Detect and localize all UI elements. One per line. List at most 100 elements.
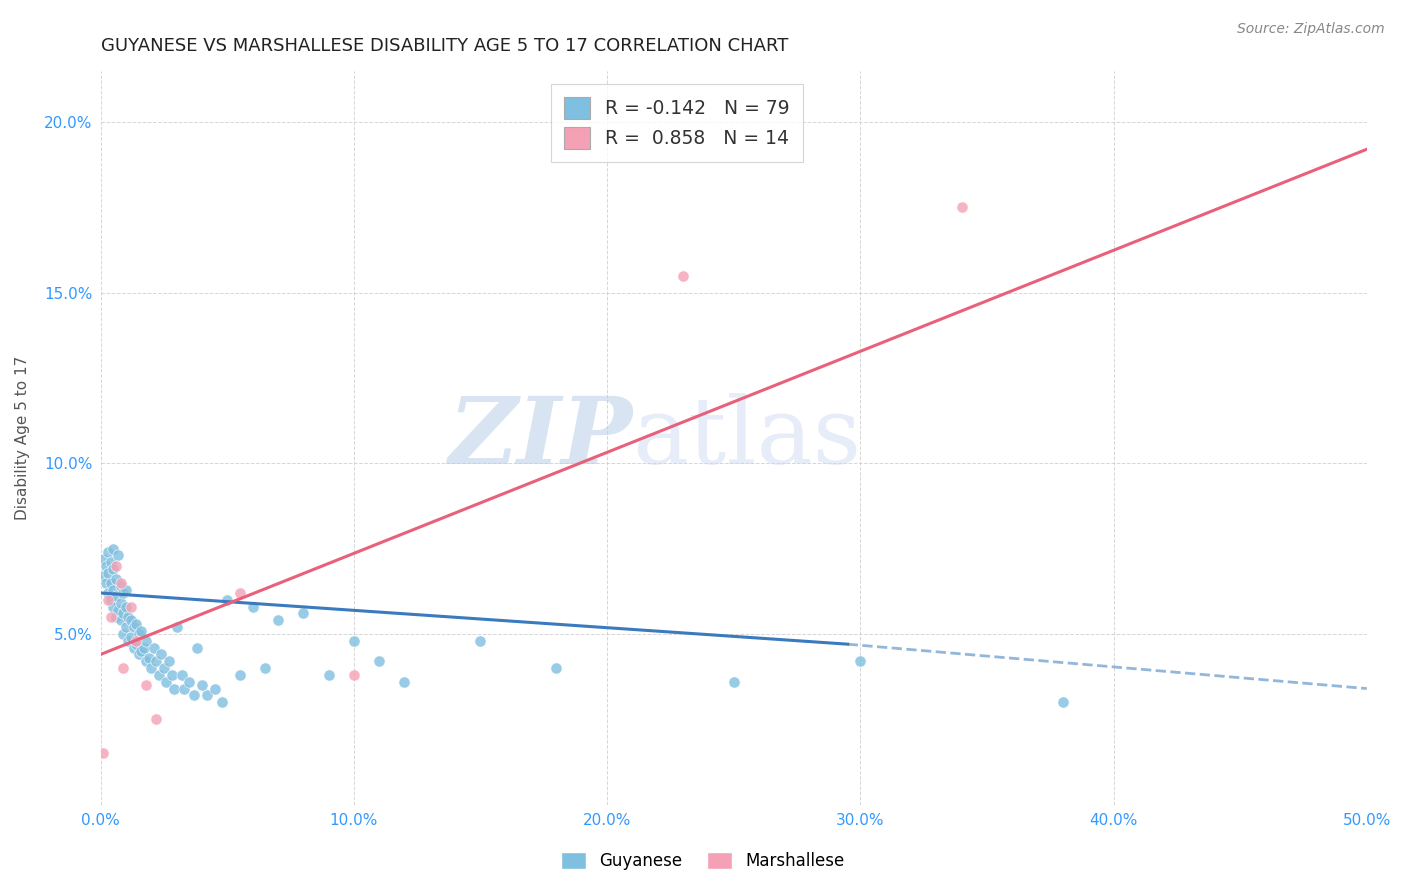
- Point: [94, 558, 117, 573]
- Point: [97, 592, 120, 607]
- Point: [155, 674, 177, 689]
- Point: [129, 624, 152, 638]
- Point: [120, 613, 142, 627]
- Point: [97, 566, 120, 580]
- Point: [125, 616, 148, 631]
- Point: [166, 620, 188, 634]
- Point: [100, 575, 122, 590]
- Point: [186, 640, 208, 655]
- Text: atlas: atlas: [633, 392, 862, 483]
- Point: [110, 579, 132, 593]
- Point: [122, 640, 145, 655]
- Point: [217, 592, 239, 607]
- Legend: R = -0.142   N = 79, R =  0.858   N = 14: R = -0.142 N = 79, R = 0.858 N = 14: [551, 84, 803, 161]
- Point: [849, 654, 872, 668]
- Point: [145, 654, 167, 668]
- Point: [115, 582, 138, 597]
- Point: [117, 610, 139, 624]
- Point: [195, 689, 218, 703]
- Point: [128, 627, 150, 641]
- Point: [132, 640, 155, 655]
- Point: [145, 712, 167, 726]
- Point: [100, 592, 122, 607]
- Text: Source: ZipAtlas.com: Source: ZipAtlas.com: [1237, 22, 1385, 37]
- Point: [135, 678, 157, 692]
- Point: [104, 558, 127, 573]
- Point: [94, 575, 117, 590]
- Point: [91, 747, 114, 761]
- Point: [141, 661, 163, 675]
- Point: [125, 637, 148, 651]
- Point: [110, 575, 132, 590]
- Point: [107, 603, 129, 617]
- Point: [97, 586, 120, 600]
- Point: [107, 549, 129, 563]
- Point: [672, 268, 695, 283]
- Point: [120, 599, 142, 614]
- Point: [546, 661, 568, 675]
- Point: [157, 654, 180, 668]
- Point: [368, 654, 391, 668]
- Point: [112, 607, 135, 621]
- Point: [292, 607, 315, 621]
- Point: [104, 572, 127, 586]
- Point: [148, 668, 170, 682]
- Point: [100, 610, 122, 624]
- Text: GUYANESE VS MARSHALLESE DISABILITY AGE 5 TO 17 CORRELATION CHART: GUYANESE VS MARSHALLESE DISABILITY AGE 5…: [101, 37, 787, 55]
- Point: [112, 661, 135, 675]
- Text: ZIP: ZIP: [449, 392, 633, 483]
- Point: [91, 552, 114, 566]
- Point: [150, 648, 173, 662]
- Point: [104, 610, 127, 624]
- Point: [129, 644, 152, 658]
- Point: [242, 599, 264, 614]
- Point: [160, 668, 183, 682]
- Point: [103, 562, 125, 576]
- Point: [103, 599, 125, 614]
- Point: [723, 674, 745, 689]
- Point: [120, 631, 142, 645]
- Point: [142, 640, 165, 655]
- Legend: Guyanese, Marshallese: Guyanese, Marshallese: [554, 845, 852, 877]
- Point: [170, 668, 193, 682]
- Point: [91, 569, 114, 583]
- Point: [104, 590, 127, 604]
- Point: [97, 545, 120, 559]
- Point: [128, 648, 150, 662]
- Point: [112, 586, 135, 600]
- Point: [138, 650, 160, 665]
- Point: [191, 678, 214, 692]
- Point: [173, 681, 195, 696]
- Point: [153, 661, 176, 675]
- Point: [470, 633, 492, 648]
- Point: [254, 661, 277, 675]
- Point: [343, 668, 366, 682]
- Point: [125, 633, 148, 648]
- Point: [135, 633, 157, 648]
- Point: [110, 613, 132, 627]
- Y-axis label: Disability Age 5 to 17: Disability Age 5 to 17: [15, 356, 30, 520]
- Point: [112, 627, 135, 641]
- Point: [115, 620, 138, 634]
- Point: [163, 681, 186, 696]
- Point: [179, 674, 201, 689]
- Point: [343, 633, 366, 648]
- Point: [117, 633, 139, 648]
- Point: [267, 613, 290, 627]
- Point: [394, 674, 416, 689]
- Point: [135, 654, 157, 668]
- Point: [183, 689, 205, 703]
- Point: [103, 541, 125, 556]
- Point: [211, 695, 233, 709]
- Point: [229, 668, 252, 682]
- Point: [1052, 695, 1074, 709]
- Point: [318, 668, 340, 682]
- Point: [100, 555, 122, 569]
- Point: [229, 586, 252, 600]
- Point: [122, 620, 145, 634]
- Point: [204, 681, 226, 696]
- Point: [103, 582, 125, 597]
- Point: [115, 599, 138, 614]
- Point: [110, 596, 132, 610]
- Point: [950, 200, 973, 214]
